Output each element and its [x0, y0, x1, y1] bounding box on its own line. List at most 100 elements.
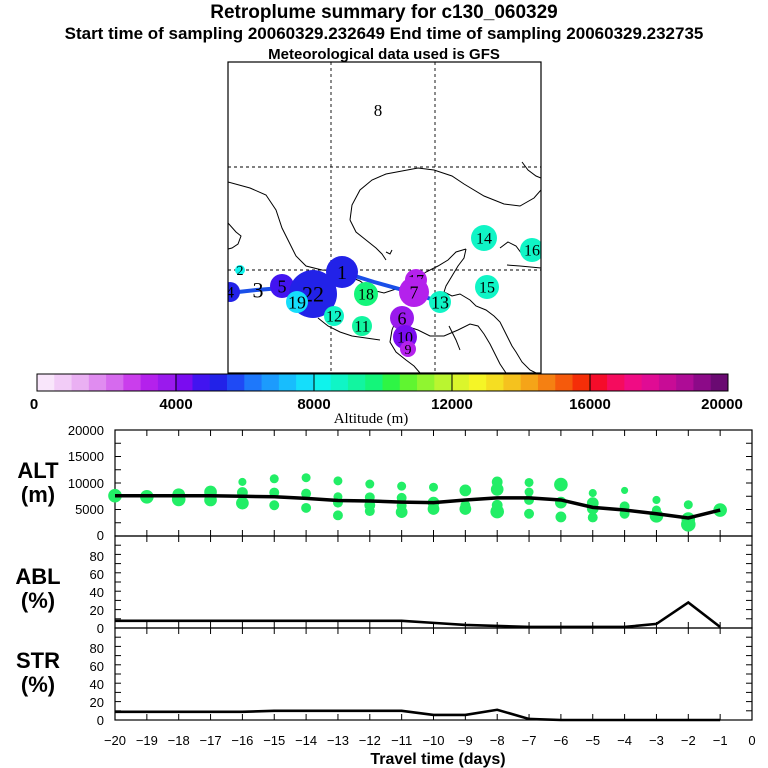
- colorbar-tick: 12000: [431, 396, 473, 413]
- x-tick-label: −11: [391, 733, 412, 748]
- altitude-point: [555, 511, 567, 523]
- str-panel: STR (%) 80 60 40 20 0 −20 −19 −18 −17 −16 −15…: [16, 627, 756, 768]
- cluster-marker: 16: [520, 238, 541, 262]
- colorbar-cell: [157, 374, 176, 391]
- abl-ytick: 60: [90, 567, 104, 582]
- cluster-marker: 11: [352, 316, 372, 336]
- cluster-label: 6: [398, 308, 407, 328]
- map-panel: 8141623451712219181211713156109: [227, 61, 542, 374]
- colorbar-tick: 16000: [569, 396, 611, 413]
- altitude-point: [683, 500, 693, 510]
- cluster-marker: 15: [475, 275, 499, 299]
- map-frame: [227, 61, 542, 374]
- colorbar-tick: 20000: [701, 396, 743, 413]
- altitude-colorbar: 0 4000 8000 12000 16000 20000 Altitude (…: [30, 373, 743, 427]
- abl-ytick: 20: [90, 603, 104, 618]
- cluster-marker: 5: [270, 274, 294, 298]
- colorbar-cell: [123, 374, 142, 391]
- map-gridlines: [228, 62, 541, 373]
- cluster-label: 16: [524, 243, 540, 260]
- x-tick-label: −5: [585, 733, 600, 748]
- cluster-label: 9: [405, 343, 412, 358]
- x-tick-label: −13: [327, 733, 349, 748]
- cluster-label: 3: [253, 278, 264, 303]
- colorbar-cell: [468, 374, 487, 391]
- alt-ytick: 0: [97, 528, 104, 543]
- altitude-point: [269, 500, 280, 511]
- altitude-point: [301, 488, 312, 499]
- altitude-point: [459, 503, 472, 515]
- str-ylabel: STR: [16, 648, 60, 673]
- altitude-point: [397, 481, 407, 491]
- cluster-marker: 18: [354, 282, 378, 306]
- cluster-marker: 1: [326, 256, 358, 288]
- altitude-point: [652, 495, 661, 504]
- cluster-marker: 19: [286, 291, 308, 313]
- altitude-point: [333, 476, 343, 486]
- altitude-point: [236, 496, 249, 510]
- str-line: [115, 708, 721, 722]
- altitude-point: [524, 477, 534, 487]
- colorbar-cell: [382, 374, 401, 391]
- x-tick-label: −6: [553, 733, 568, 748]
- colorbar-cell: [434, 374, 452, 391]
- x-tick-label: −9: [458, 733, 473, 748]
- colorbar-cell: [624, 374, 643, 391]
- colorbar-cell: [641, 374, 660, 391]
- cluster-label: 14: [476, 231, 492, 248]
- abl-ytick: 0: [97, 621, 104, 636]
- abl-ylabel-unit: (%): [21, 588, 55, 613]
- colorbar-cell: [192, 374, 211, 391]
- altitude-point: [490, 483, 504, 496]
- altitude-point: [395, 506, 408, 519]
- abl-ylabel: ABL: [15, 564, 60, 589]
- str-ytick: 20: [90, 695, 104, 710]
- altitude-point: [238, 477, 247, 486]
- alt-panel: ALT (m) 20000 15000 10000 5000 0: [17, 423, 753, 543]
- colorbar-cell: [555, 374, 573, 391]
- cluster-label: 1: [337, 262, 347, 284]
- colorbar-cell: [607, 374, 625, 391]
- cluster-marker: 12: [324, 306, 344, 326]
- abl-line: [115, 600, 721, 629]
- colorbar-cell: [71, 374, 90, 391]
- altitude-point: [269, 474, 279, 484]
- colorbar-cell: [589, 374, 608, 391]
- cluster-label: 8: [374, 101, 383, 120]
- str-ytick: 40: [90, 677, 104, 692]
- str-ytick: 80: [90, 641, 104, 656]
- coastlines: [228, 161, 541, 373]
- altitude-point: [301, 502, 312, 513]
- altitude-point: [587, 512, 598, 523]
- colorbar-cell: [486, 374, 504, 391]
- colorbar-cell: [537, 374, 556, 391]
- altitude-point: [332, 510, 343, 521]
- colorbar-cell: [676, 374, 694, 391]
- colorbar-cell: [261, 374, 280, 391]
- altitude-point: [427, 503, 440, 515]
- cluster-marker: 14: [471, 225, 497, 251]
- colorbar-cell: [710, 374, 729, 391]
- altitude-point: [524, 508, 535, 519]
- str-ytick: 0: [97, 713, 104, 728]
- alt-ylabel-unit: (m): [21, 482, 55, 507]
- abl-panel: ABL (%) 80 60 40 20 0: [15, 535, 753, 636]
- x-tick-label: −16: [231, 733, 253, 748]
- colorbar-cell: [347, 374, 366, 391]
- colorbar-cell: [37, 374, 55, 391]
- map-markers: 8141623451712219181211713156109: [228, 101, 541, 358]
- altitude-point: [490, 504, 505, 519]
- colorbar-cell: [399, 374, 418, 391]
- cluster-marker: 13: [429, 291, 451, 313]
- abl-ytick: 40: [90, 585, 104, 600]
- cluster-label: 13: [431, 292, 449, 312]
- colorbar-cell: [244, 374, 262, 391]
- colorbar-tick: 4000: [159, 396, 192, 413]
- cluster-label: 11: [354, 319, 369, 336]
- x-tick-label: −2: [681, 733, 696, 748]
- cluster-marker: 7: [399, 277, 429, 307]
- cluster-label: 15: [479, 280, 495, 297]
- altitude-point: [588, 489, 597, 498]
- colorbar-cell: [503, 374, 522, 391]
